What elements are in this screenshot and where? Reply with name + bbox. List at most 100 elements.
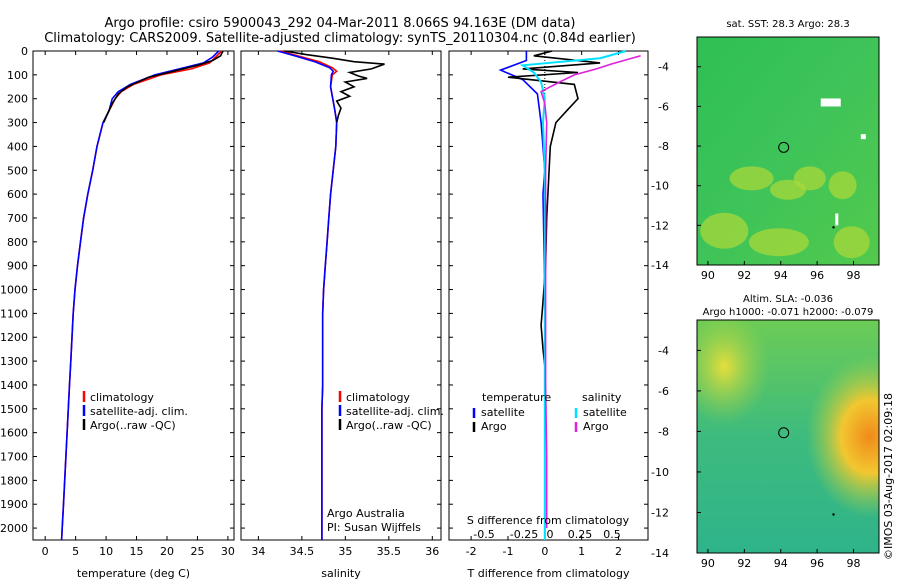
y-tick-label: -8 bbox=[658, 425, 669, 438]
y-tick-label: -10 bbox=[651, 180, 669, 193]
profile-location-marker bbox=[778, 141, 790, 153]
y-tick-label: 2000 bbox=[0, 522, 28, 535]
top-tick-label: 0 bbox=[547, 528, 554, 541]
y-tick-label: -14 bbox=[651, 547, 669, 560]
x-tick-label: 94 bbox=[774, 269, 788, 282]
map-field bbox=[697, 320, 879, 553]
plot-title-line2: Climatology: CARS2009. Satellite-adjuste… bbox=[44, 31, 636, 46]
top-tick-label: -0.25 bbox=[510, 528, 538, 541]
y-tick-label: -8 bbox=[658, 140, 669, 153]
y-tick-label: 1600 bbox=[0, 427, 28, 440]
y-tick-label: 0 bbox=[21, 45, 28, 58]
copyright-stamp: ©IMOS 03-Aug-2017 02:09:18 bbox=[882, 393, 895, 560]
y-tick-label: 1100 bbox=[0, 307, 28, 320]
missing-data-patch bbox=[860, 134, 866, 140]
y-tick-label: 300 bbox=[7, 117, 28, 130]
series-line bbox=[102, 50, 224, 123]
y-tick-label: 700 bbox=[7, 212, 28, 225]
y-tick-label: -6 bbox=[658, 385, 669, 398]
legend-title: salinity bbox=[582, 391, 622, 404]
legend-label: Argo(..raw -QC) bbox=[90, 419, 176, 432]
x-tick-label: 90 bbox=[701, 557, 715, 570]
x-tick-label: 96 bbox=[810, 269, 824, 282]
x-tick-label: 5 bbox=[72, 545, 79, 558]
x-tick-label: 90 bbox=[701, 269, 715, 282]
plot-frame bbox=[448, 50, 649, 541]
map-title: sat. SST: 28.3 Argo: 28.3 bbox=[726, 19, 849, 30]
y-tick-label: 1500 bbox=[0, 403, 28, 416]
y-tick-label: -4 bbox=[658, 61, 669, 74]
x-tick-label: 25 bbox=[190, 545, 204, 558]
x-tick-label: 36 bbox=[425, 545, 439, 558]
legend-label: satellite-adj. clim. bbox=[90, 405, 188, 418]
y-tick-label: 1200 bbox=[0, 331, 28, 344]
x-tick-label: 92 bbox=[737, 269, 751, 282]
sst-map: sat. SST: 28.3 Argo: 28.3 90 92 94 96 98 -4 -6 -… bbox=[651, 19, 880, 282]
map-title: Argo h1000: -0.071 h2000: -0.079 bbox=[703, 307, 874, 318]
difference-profile: -2 -1 0 1 2 T difference from climatology temp… bbox=[448, 50, 649, 580]
y-tick-label: 400 bbox=[7, 140, 28, 153]
y-tick-label: -6 bbox=[658, 100, 669, 113]
series-line bbox=[507, 50, 601, 366]
map-frame bbox=[696, 319, 880, 554]
series-line bbox=[277, 50, 338, 540]
y-tick-label: -4 bbox=[658, 344, 669, 357]
legend-label: Argo bbox=[481, 420, 507, 433]
x-axis-label: salinity bbox=[321, 567, 361, 580]
plot-frame bbox=[32, 50, 235, 541]
warm-patch bbox=[748, 228, 809, 257]
map-frame bbox=[696, 36, 880, 266]
y-tick-label: 1800 bbox=[0, 474, 28, 487]
y-tick-label: 600 bbox=[7, 188, 28, 201]
x-tick-label: -1 bbox=[502, 545, 513, 558]
x-tick-label: 34 bbox=[251, 545, 265, 558]
y-tick-label: 1300 bbox=[0, 355, 28, 368]
legend-label: satellite-adj. clim. bbox=[346, 405, 444, 418]
top-tick-label: 0.25 bbox=[568, 528, 593, 541]
x-tick-label: 98 bbox=[847, 269, 861, 282]
x-tick-label: 0 bbox=[541, 545, 548, 558]
legend-label: Argo bbox=[583, 420, 609, 433]
x-tick-label: 98 bbox=[847, 557, 861, 570]
x-tick-label: 34.5 bbox=[290, 545, 315, 558]
float-track-marker bbox=[832, 513, 835, 516]
legend-label: climatology bbox=[346, 391, 410, 404]
top-axis-label: S difference from climatology bbox=[467, 514, 630, 527]
legend-label: satellite bbox=[481, 406, 525, 419]
profile-location-marker bbox=[778, 427, 790, 439]
map-field bbox=[697, 37, 879, 265]
x-tick-label: 30 bbox=[221, 545, 235, 558]
y-tick-label: -10 bbox=[651, 466, 669, 479]
x-tick-label: 35 bbox=[338, 545, 352, 558]
series-line bbox=[284, 50, 385, 123]
temperature-profile: 0 5 10 15 20 25 300100200300400500600700800900… bbox=[0, 45, 235, 580]
x-tick-label: 15 bbox=[130, 545, 144, 558]
y-tick-label: 200 bbox=[7, 93, 28, 106]
map-title: Altim. SLA: -0.036 bbox=[743, 294, 833, 305]
y-tick-label: -14 bbox=[651, 259, 669, 272]
x-axis-label: temperature (deg C) bbox=[77, 567, 190, 580]
y-tick-label: -12 bbox=[651, 506, 669, 519]
top-tick-label: -0.5 bbox=[473, 528, 494, 541]
legend-title: temperature bbox=[482, 391, 551, 404]
x-tick-label: 2 bbox=[615, 545, 622, 558]
y-tick-label: 1700 bbox=[0, 451, 28, 464]
x-tick-label: 35.5 bbox=[377, 545, 402, 558]
warm-patch bbox=[793, 166, 826, 191]
y-tick-label: 800 bbox=[7, 236, 28, 249]
x-tick-label: 20 bbox=[160, 545, 174, 558]
missing-data-patch bbox=[820, 98, 841, 107]
legend-label: satellite bbox=[583, 406, 627, 419]
salinity-profile: 34 34.5 35 35.5 36 salinity climatologysatelli… bbox=[240, 50, 444, 580]
plot-frame bbox=[240, 50, 442, 541]
y-tick-label: 500 bbox=[7, 164, 28, 177]
y-tick-label: 1400 bbox=[0, 379, 28, 392]
annotation-line: PI: Susan Wijffels bbox=[327, 521, 421, 534]
warm-patch bbox=[700, 212, 749, 249]
x-tick-label: 0 bbox=[42, 545, 49, 558]
x-tick-label: 10 bbox=[99, 545, 113, 558]
legend-label: Argo(..raw -QC) bbox=[346, 419, 432, 432]
x-tick-label: 96 bbox=[810, 557, 824, 570]
missing-data-patch bbox=[835, 213, 839, 226]
